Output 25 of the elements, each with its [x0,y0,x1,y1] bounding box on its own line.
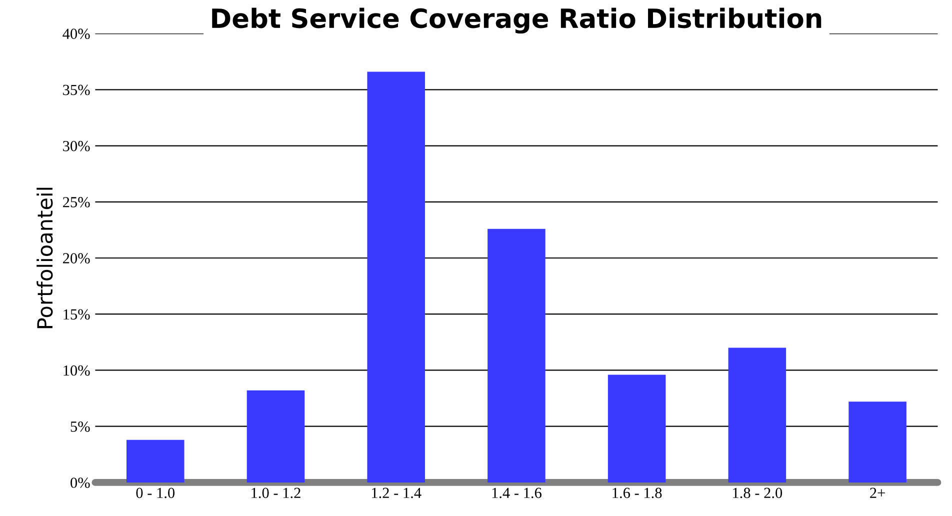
y-tick-label: 0% [70,478,90,488]
bar [126,440,184,482]
bar [608,374,666,482]
x-tick-label: 2+ [870,488,885,498]
y-tick-label: 15% [64,309,90,320]
x-tick-label: 0 - 1.0 [136,488,175,498]
bar [488,228,546,482]
y-tick-label: 5% [70,421,90,432]
y-axis-title: Portfolioanteil [36,188,53,328]
bar [367,72,425,482]
x-tick-label: 1.6 - 1.8 [612,488,662,498]
y-tick-label: 10% [64,365,90,376]
y-tick-label: 20% [63,253,90,264]
bar [246,390,305,482]
y-tick-label: 40% [62,28,90,40]
x-tick-label: 1.8 - 2.0 [733,488,782,498]
chart-title: Debt Service Coverage Ratio Distribution [212,8,822,34]
x-tick-label: 1.0 - 1.2 [252,488,300,498]
y-tick-label: 30% [63,140,90,152]
bar [728,348,786,482]
y-tick-label: 35% [63,84,90,96]
x-tick-label: 1.2 - 1.4 [372,488,422,498]
y-tick-label: 25% [63,197,90,208]
x-tick-label: 1.4 - 1.6 [492,488,542,498]
bar [848,402,906,482]
